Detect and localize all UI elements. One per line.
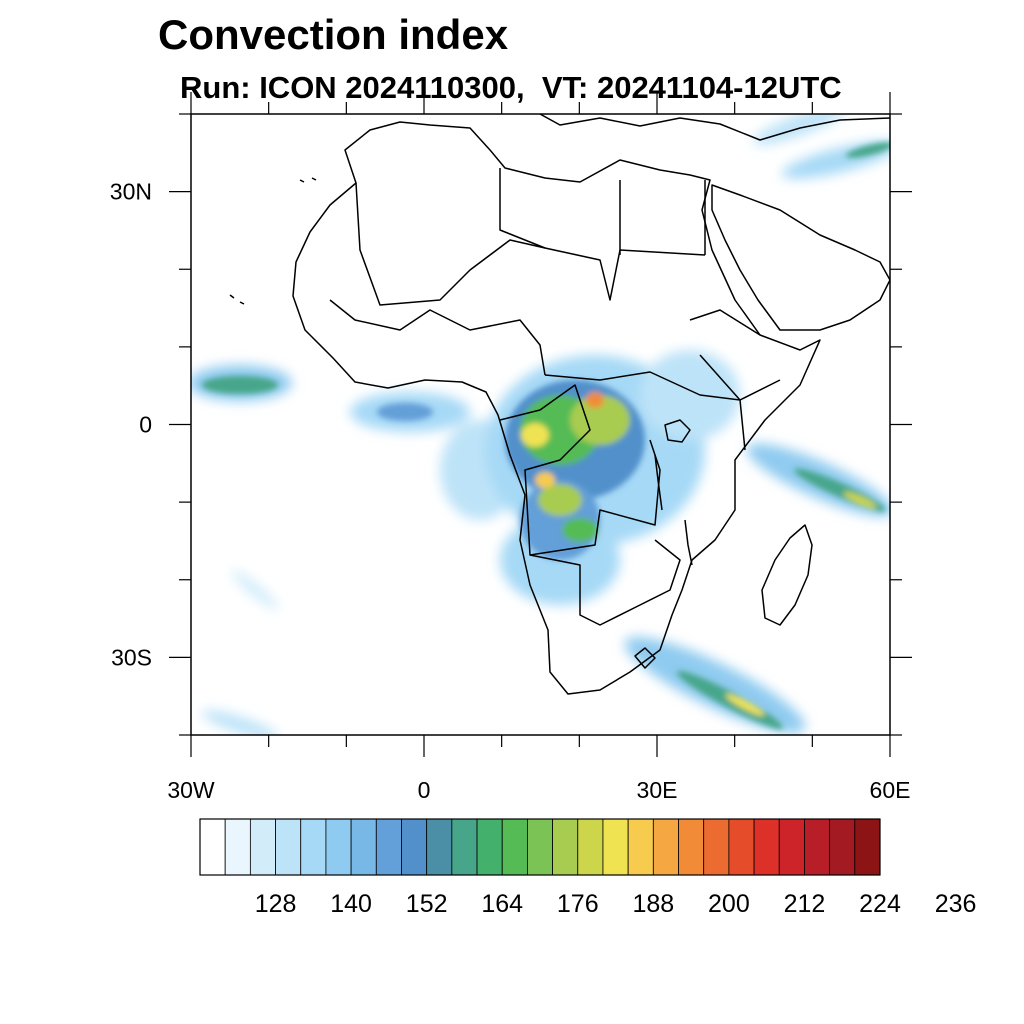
- colorbar-swatch: [829, 818, 856, 876]
- colorbar-swatch: [552, 818, 579, 876]
- lat-tick-label: 30N: [110, 179, 152, 205]
- colorbar-swatch: [703, 818, 730, 876]
- lat-tick-label: 30S: [111, 644, 152, 670]
- map-subtitle: Run: ICON 2024110300, VT: 20241104-12UTC: [180, 70, 842, 105]
- arabia-coastline: [711, 184, 890, 331]
- colorbar-swatch: [476, 818, 503, 876]
- colorbar-swatch: [753, 818, 780, 876]
- field-south-atlantic: [201, 710, 279, 735]
- africa-coastline: [292, 121, 821, 695]
- colorbar-swatch: [375, 818, 402, 876]
- lake-tanganyika: [654, 454, 663, 511]
- colorbar-swatch: [501, 818, 528, 876]
- colorbar-label: 164: [481, 890, 523, 918]
- border-sahara: [355, 182, 706, 306]
- colorbar-frame: [199, 818, 881, 876]
- lesotho: [634, 647, 656, 669]
- colorbar-label: 236: [935, 890, 977, 918]
- colorbar-swatch: [804, 818, 831, 876]
- colorbar-swatch: [325, 818, 352, 876]
- colorbar-swatch: [728, 818, 755, 876]
- map-title: Convection index: [158, 11, 509, 58]
- colorbar-label: 188: [632, 890, 674, 918]
- colorbar-swatch: [199, 818, 226, 876]
- canary-islands: [299, 177, 317, 183]
- colorbar-swatch: [401, 818, 428, 876]
- colorbar-swatch: [350, 818, 377, 876]
- border-congo: [499, 384, 661, 556]
- lon-tick-label: 30W: [167, 777, 215, 803]
- colorbar-label: 212: [784, 890, 826, 918]
- colorbar-swatch: [451, 818, 478, 876]
- colorbar-swatch: [224, 818, 251, 876]
- cape-verde: [229, 294, 245, 305]
- colorbar-label: 176: [557, 890, 599, 918]
- axis-ticks: 30W 0 30E 60E 30N 0 30S: [110, 92, 912, 803]
- map-plot-area: [191, 114, 890, 735]
- border-central: [544, 371, 746, 451]
- lake-malawi: [684, 519, 693, 566]
- lon-tick-label: 30E: [637, 777, 678, 803]
- colorbar-swatch: [300, 818, 327, 876]
- coastlines: [229, 114, 890, 695]
- madagascar-coastline: [761, 524, 813, 626]
- border-west-africa: [329, 299, 546, 376]
- colorbar-swatch: [678, 818, 705, 876]
- mediterranean-north: [539, 114, 890, 141]
- colorbar-swatch: [778, 818, 805, 876]
- colorbar-swatch: [652, 818, 679, 876]
- colorbar: 128 140 152 164 176 188 200 212 224 236: [199, 818, 977, 918]
- colorbar-label: 128: [255, 890, 297, 918]
- colorbar-swatch: [527, 818, 553, 876]
- lake-victoria: [664, 419, 691, 443]
- lat-tick-label: 0: [139, 412, 152, 438]
- colorbar-swatch: [426, 818, 453, 876]
- border-horn: [689, 309, 781, 401]
- colorbar-swatch: [249, 818, 276, 876]
- colorbar-label: 140: [330, 890, 372, 918]
- colorbar-label: 224: [859, 890, 901, 918]
- colorbar-label: 152: [406, 890, 448, 918]
- colorbar-swatch: [854, 818, 881, 876]
- colorbar-swatch: [602, 818, 629, 876]
- colorbar-swatch: [275, 818, 302, 876]
- field-atlantic-streak: [231, 570, 279, 610]
- border-libya-egypt: [499, 168, 706, 255]
- colorbar-label: 200: [708, 890, 750, 918]
- lon-tick-label: 0: [418, 777, 431, 803]
- field-east-africa: [640, 350, 740, 440]
- lon-tick-label: 60E: [870, 777, 911, 803]
- colorbar-swatch: [627, 818, 654, 876]
- border-south: [529, 539, 681, 626]
- colorbar-swatch: [577, 818, 604, 876]
